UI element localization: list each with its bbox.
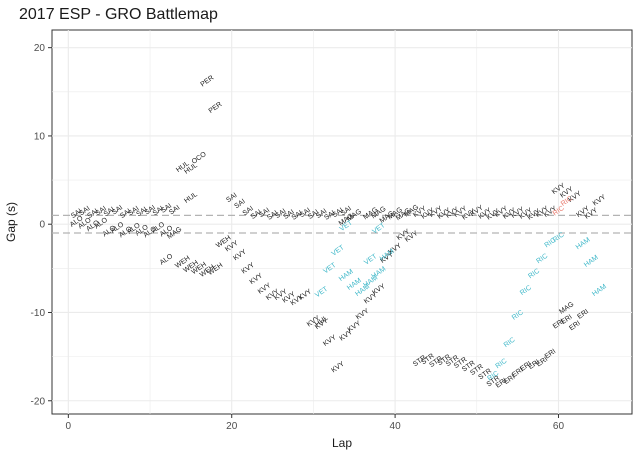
chart-title: 2017 ESP - GRO Battlemap [19, 6, 218, 23]
x-tick-label: 60 [553, 421, 565, 432]
x-tick-label: 20 [226, 421, 238, 432]
y-tick-label: 10 [34, 131, 46, 142]
plot-panel [51, 29, 633, 415]
reference-lines [52, 214, 632, 234]
y-tick-label: 20 [34, 43, 46, 54]
x-axis-title: Lap [332, 436, 352, 450]
y-axis-ticks: -20 -10 0 10 20 [31, 43, 52, 407]
x-tick-label: 40 [390, 421, 402, 432]
grid [52, 30, 632, 414]
y-tick-label: 0 [39, 220, 45, 231]
y-axis-title: Gap (s) [4, 202, 18, 242]
y-tick-label: -20 [31, 396, 46, 407]
x-tick-label: 0 [66, 421, 72, 432]
x-axis-ticks: 0 20 40 60 [66, 414, 565, 432]
y-tick-label: -10 [31, 308, 46, 319]
